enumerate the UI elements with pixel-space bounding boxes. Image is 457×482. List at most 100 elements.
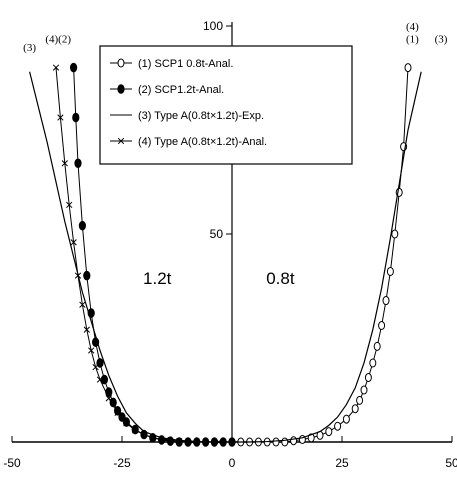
data-point-stroke [228,438,236,446]
x-tick-label: -25 [113,456,131,470]
data-point [356,395,364,405]
data-point-stroke [123,420,130,427]
data-point-stroke [96,376,104,383]
data-point [79,301,86,308]
annotation-layer: 1.2t 0.8t (3) (4)(2) (4)(1) (3) [23,21,448,288]
legend: (1) SCP1 0.8t-Anal. (2) SCP1.2t-Anal. (3) … [99,45,353,165]
curve-label: (3) [435,34,448,46]
data-point-stroke [114,409,121,417]
data-point [66,201,73,209]
x-tick-label: -50 [3,456,21,470]
region-label: 1.2t [143,269,172,288]
data-point [105,387,113,397]
data-point [189,438,196,446]
data-point [290,436,298,446]
data-point [117,84,125,94]
data-point [386,266,394,276]
legend-label: (3) Type A(0.8t×1.2t)-Exp. [138,110,264,122]
data-point [70,239,77,246]
curve-label: (1) [406,34,419,46]
legend-label: (1) SCP1 0.8t-Anal. [138,58,233,70]
data-point [373,341,381,351]
data-point-stroke [176,438,183,445]
data-point [140,431,148,438]
data-point [96,358,104,368]
data-point [404,63,412,73]
data-point [114,409,121,417]
region-label: 0.8t [266,269,295,288]
x-tick-label: 50 [445,456,457,470]
data-point [117,58,125,68]
data-point-stroke [61,160,68,167]
legend-box [99,45,353,165]
data-point-stroke [117,137,125,145]
data-point [360,385,368,395]
series-line [29,71,422,443]
data-point-stroke [74,272,82,279]
data-point-stroke [57,114,64,121]
data-point-stroke [149,434,156,441]
data-point [72,112,80,123]
x-tick-label: 0 [229,456,236,470]
data-point [342,414,350,424]
data-point [228,438,236,446]
data-point [281,437,289,447]
data-point-stroke [105,395,112,402]
data-point-stroke [132,427,139,434]
legend-entry: (2) SCP1.2t-Anal. [110,84,224,96]
data-point [78,220,87,231]
data-point [391,229,399,239]
data-point-stroke [52,64,60,71]
data-point [100,374,109,385]
data-point [149,434,156,441]
data-point [162,436,170,444]
data-point [369,358,377,368]
data-point [70,62,78,73]
data-point [114,405,122,416]
data-point [272,437,280,447]
y-tick-label: 100 [203,19,223,33]
data-point [215,438,222,446]
data-point-stroke [162,436,170,444]
data-point-stroke [92,363,99,371]
data-point [57,114,64,121]
data-point [74,158,82,169]
data-point [123,420,130,427]
data-point [92,363,99,371]
data-point [334,421,342,431]
series-layer [29,62,422,447]
axis-ticks: -50 -25 0 25 50 50 100 [3,19,457,470]
data-point [132,427,139,434]
data-point [176,438,183,445]
data-point-stroke [88,347,95,354]
y-tick-label: 50 [210,227,224,241]
legend-entry: (4) Type A(0.8t×1.2t)-Anal. [110,136,267,148]
data-point-stroke [202,438,209,446]
data-point-stroke [83,326,90,333]
data-point [109,397,117,408]
data-point [96,376,104,383]
curve-label: (4)(2) [45,34,71,46]
x-tick-label: 25 [335,456,349,470]
legend-label: (2) SCP1.2t-Anal. [138,84,224,96]
data-point [52,64,60,71]
data-point [88,347,95,354]
data-point [351,404,359,414]
data-point [105,395,112,402]
data-point-stroke [70,239,77,246]
data-point [83,326,90,333]
data-point-stroke [79,301,86,308]
data-point [364,373,372,383]
curve-label: (3) [23,42,36,54]
data-point-stroke [140,431,148,438]
data-point [382,296,390,306]
data-point [202,438,209,446]
data-point-stroke [215,438,222,446]
series-3 [29,71,422,443]
series-4 [52,64,236,446]
legend-entry: (1) SCP1 0.8t-Anal. [110,58,233,70]
data-point [83,270,91,281]
data-point [378,321,386,331]
data-point-stroke [189,438,196,446]
